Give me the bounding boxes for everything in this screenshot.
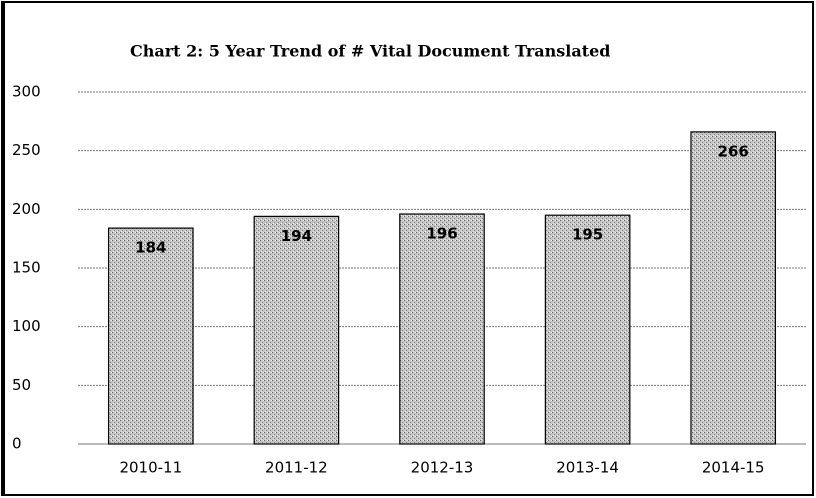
value-label: 266 xyxy=(718,142,749,160)
y-tick-label: 150 xyxy=(12,259,41,277)
x-tick-label: 2013-14 xyxy=(556,459,619,477)
value-label: 196 xyxy=(426,225,457,243)
y-tick-label: 0 xyxy=(12,435,22,453)
x-tick-label: 2010-11 xyxy=(119,459,182,477)
y-tick-label: 300 xyxy=(12,83,41,101)
y-tick-label: 50 xyxy=(12,376,31,394)
y-tick-label: 100 xyxy=(12,317,41,335)
x-tick-label: 2011-12 xyxy=(265,459,328,477)
bar xyxy=(253,215,340,445)
bar xyxy=(690,131,777,445)
value-label: 194 xyxy=(281,227,312,245)
y-tick-label: 250 xyxy=(12,141,41,159)
chart-title: Chart 2: 5 Year Trend of # Vital Documen… xyxy=(130,42,610,61)
bar xyxy=(107,227,194,445)
value-label: 184 xyxy=(135,239,166,257)
x-tick-label: 2012-13 xyxy=(411,459,474,477)
y-tick-label: 200 xyxy=(12,200,41,218)
bar xyxy=(544,214,631,445)
x-tick-label: 2014-15 xyxy=(702,459,765,477)
value-label: 195 xyxy=(572,226,603,244)
bar xyxy=(399,213,485,445)
